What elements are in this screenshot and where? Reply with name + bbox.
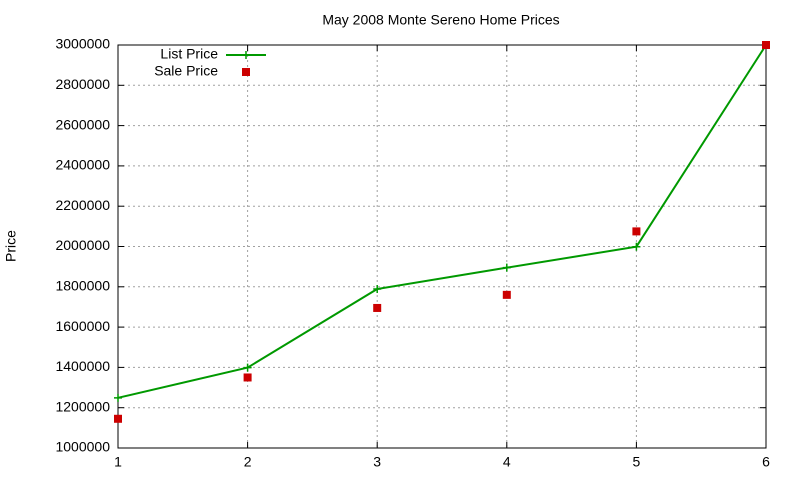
legend-swatch	[242, 68, 250, 76]
x-tick-label: 6	[762, 454, 770, 470]
y-tick-label: 1200000	[55, 398, 110, 414]
data-point	[373, 285, 382, 294]
x-tick-label: 1	[114, 454, 122, 470]
data-point	[632, 227, 641, 236]
y-tick-label: 1600000	[55, 318, 110, 334]
y-axis-label: Price	[3, 230, 19, 262]
data-point	[502, 290, 511, 299]
data-point	[502, 263, 511, 272]
y-tick-label: 2400000	[55, 157, 110, 173]
y-tick-label: 2600000	[55, 116, 110, 132]
series-line	[117, 44, 767, 399]
y-tick-label: 2000000	[55, 237, 110, 253]
y-tick-label: 2200000	[55, 197, 110, 213]
data-point	[114, 414, 122, 423]
chart-title: May 2008 Monte Sereno Home Prices	[322, 12, 559, 28]
legend-swatch	[242, 51, 250, 59]
y-tick-label: 3000000	[55, 36, 110, 52]
y-tick-label: 1400000	[55, 358, 110, 374]
x-tick-label: 5	[633, 454, 641, 470]
data-point	[243, 373, 252, 382]
y-tick-label: 2800000	[55, 76, 110, 92]
data-point	[762, 41, 770, 49]
plot-border	[117, 44, 767, 449]
legend-label: List Price	[160, 46, 218, 62]
y-tick-label: 1000000	[55, 439, 110, 455]
legend-label: Sale Price	[154, 63, 218, 79]
y-tick-label: 1800000	[55, 278, 110, 294]
x-tick-label: 3	[373, 454, 381, 470]
data-point	[243, 363, 252, 372]
data-point	[632, 242, 641, 251]
data-point	[114, 393, 122, 402]
x-tick-label: 2	[244, 454, 252, 470]
data-point	[373, 303, 382, 312]
x-tick-label: 4	[503, 454, 511, 470]
